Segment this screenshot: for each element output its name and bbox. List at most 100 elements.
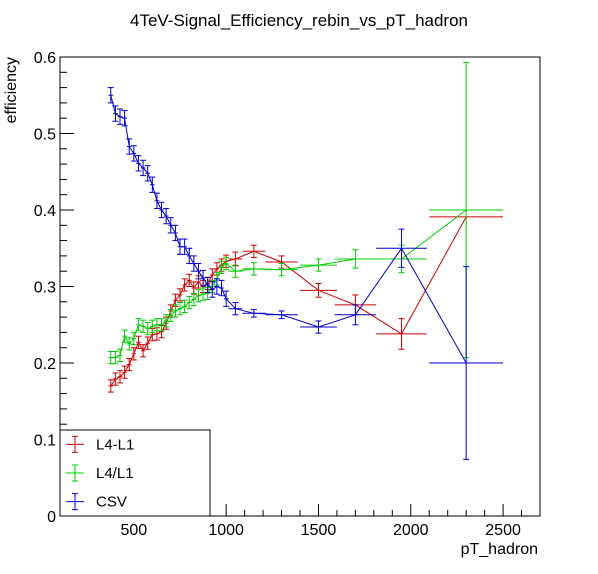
data-point [126, 337, 133, 351]
data-point [177, 302, 183, 316]
data-point [195, 289, 202, 303]
series-1 [107, 61, 504, 365]
legend-entry: L4/L1 [66, 464, 134, 482]
data-point [149, 319, 156, 333]
data-point [172, 224, 179, 242]
data-point [126, 357, 133, 372]
data-point [181, 278, 188, 292]
legend-box [59, 429, 211, 517]
legend-entry: L4-L1 [66, 435, 134, 453]
y-tick-label: 0.5 [34, 127, 56, 144]
chart-title: 4TeV-Signal_Efficiency_rebin_vs_pT_hadro… [130, 11, 468, 30]
y-tick-label: 0.4 [34, 203, 56, 220]
data-point [107, 379, 114, 393]
data-point [140, 159, 147, 177]
data-point [158, 201, 165, 219]
legend-label: CSV [96, 494, 127, 511]
data-point [376, 228, 427, 268]
data-point [107, 87, 114, 104]
data-point [200, 287, 207, 301]
y-tick-label: 0.2 [34, 356, 56, 373]
y-tick-label: 0.6 [34, 50, 56, 67]
data-point [117, 108, 123, 125]
data-point [213, 278, 220, 295]
data-point [195, 263, 202, 280]
y-tick-label: 0.1 [34, 433, 56, 450]
y-tick-label: 0.3 [34, 280, 56, 297]
data-point [112, 105, 119, 122]
data-point [300, 282, 337, 298]
data-point [117, 370, 123, 384]
data-point [112, 351, 119, 365]
data-point [135, 155, 142, 172]
legend-entry: CSV [66, 493, 127, 511]
data-point [429, 266, 504, 460]
x-tick-label: 500 [120, 522, 147, 539]
data-point [242, 244, 266, 258]
data-point [112, 372, 119, 386]
data-point [167, 217, 174, 234]
data-point [376, 318, 427, 350]
data-point [223, 290, 230, 307]
y-axis-title: efficiency [3, 57, 20, 123]
series-0 [107, 216, 504, 393]
data-point [228, 264, 243, 278]
data-point [140, 319, 147, 333]
x-tick-label: 2000 [393, 522, 429, 539]
data-point [204, 276, 211, 294]
series-layer [107, 61, 504, 460]
data-point [130, 347, 137, 361]
data-point [126, 138, 133, 155]
data-point [158, 318, 165, 332]
data-point [334, 304, 377, 326]
data-point [300, 258, 337, 272]
data-point [121, 365, 128, 379]
data-point [200, 269, 207, 287]
data-point [149, 176, 156, 193]
data-point [242, 262, 266, 276]
data-point [334, 249, 377, 269]
y-tick-label: 0 [47, 509, 56, 526]
data-point [265, 310, 298, 320]
data-point [153, 192, 160, 209]
data-point [181, 299, 188, 314]
data-point [117, 348, 123, 362]
data-point [140, 344, 147, 358]
x-tick-label: 2500 [485, 522, 521, 539]
data-point [144, 165, 151, 182]
series-2 [107, 87, 504, 460]
data-point [209, 281, 216, 298]
data-point [186, 295, 193, 310]
data-point [163, 314, 170, 328]
data-point [190, 292, 197, 307]
data-point [265, 263, 298, 277]
data-point [223, 256, 230, 271]
legend: L4-L1 L4/L1 CSV [59, 429, 211, 517]
data-point [190, 281, 197, 295]
data-point [209, 268, 216, 282]
data-point [228, 251, 243, 267]
data-point [135, 335, 142, 349]
data-point [144, 336, 151, 350]
data-point [135, 318, 142, 332]
data-point [167, 308, 174, 323]
x-tick-label: 1000 [208, 522, 244, 539]
data-point [130, 331, 137, 346]
series-line [110, 209, 467, 359]
data-point [186, 247, 193, 265]
data-point [177, 288, 183, 302]
data-point [121, 110, 128, 127]
series-line [110, 216, 467, 387]
data-point [228, 302, 243, 316]
data-point [172, 304, 179, 318]
data-point [163, 207, 170, 225]
axes: 500 1000 1500 2000 2500 0 0.1 0.2 0.3 0.4 0.5 0.6 [34, 50, 541, 539]
data-point [144, 321, 151, 336]
data-point [186, 273, 193, 287]
legend-label: L4-L1 [96, 436, 134, 453]
legend-label: L4/L1 [96, 465, 134, 482]
data-point [218, 260, 225, 274]
data-point [242, 308, 266, 318]
data-point [218, 279, 225, 297]
